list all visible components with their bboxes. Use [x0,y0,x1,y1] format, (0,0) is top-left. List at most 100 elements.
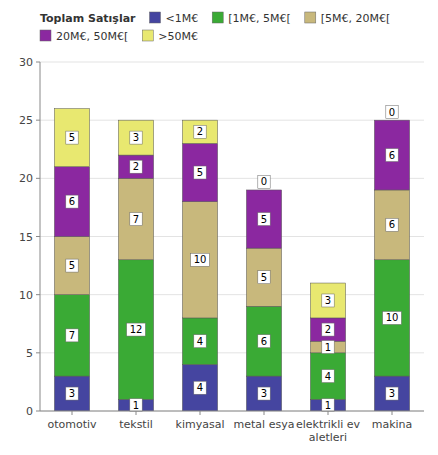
data-label-text: 10 [194,254,207,265]
bar-segment [374,260,409,376]
data-label-text: 6 [389,219,395,230]
bar-segment [374,190,409,260]
data-label-box [322,341,334,354]
data-label-box [386,149,398,162]
data-label: 10 [191,253,210,266]
data-label-text: 3 [389,388,395,399]
x-tick-label-line: tekstil [119,418,153,431]
data-label-text: 7 [133,214,139,225]
data-label: 3 [322,294,334,307]
data-label: 5 [66,259,78,272]
x-tick-label: otomotiv [47,418,97,431]
chart: Toplam Satışlar<1M€[1M€, 5M€[[5M€, 20M€[… [0,0,438,455]
bar-segment [374,120,409,121]
data-label-text: 2 [133,161,139,172]
y-tick [36,236,40,237]
data-label: 7 [130,213,142,226]
y-tick-label: 15 [19,231,33,244]
data-label: 5 [66,131,78,144]
data-label-box [258,335,270,348]
data-label-text: 0 [261,176,267,187]
data-label: 1 [322,399,334,412]
data-label-text: 6 [69,196,75,207]
legend-item: [1M€, 5M€[ [212,12,291,25]
y-tick [36,120,40,121]
legend-label: [1M€, 5M€[ [228,12,291,25]
data-label-box [194,166,206,179]
data-label: 1 [130,399,142,412]
data-label-text: 6 [261,336,267,347]
legend-swatch [40,30,51,41]
data-label-box [66,387,78,400]
data-label: 5 [194,166,206,179]
bar-segment [374,376,409,411]
data-label-box [191,253,210,266]
bar-segment [310,399,345,411]
data-label-box [130,160,142,173]
bars [54,109,409,411]
y-tick-label: 25 [19,114,33,127]
legend-label: [5M€, 20M€[ [321,12,391,25]
bar-segment [246,306,281,376]
x-tick [392,411,393,415]
data-label-text: 5 [261,214,267,225]
x-tick-label-line: kimyasal [176,418,225,431]
data-label: 3 [386,387,398,400]
data-label-box [258,213,270,226]
grid-line [40,178,424,179]
bar-segment [182,202,217,318]
data-label: 4 [322,370,334,383]
y-tick [36,294,40,295]
data-label-text: 4 [197,336,203,347]
data-label-text: 4 [325,371,331,382]
bar-segment [374,120,409,190]
bar-segment [310,341,345,353]
y-axis: 051015202530 [19,56,424,418]
data-label: 7 [66,329,78,342]
data-label-box [194,335,206,348]
x-tick [72,411,73,415]
data-label: 5 [258,271,270,284]
data-label: 6 [66,195,78,208]
data-label-text: 0 [389,107,395,118]
data-labels: 314313712464105710516625526532030 [66,106,402,412]
y-tick-label: 5 [26,347,33,360]
bar-segment [182,120,217,143]
data-label-text: 2 [325,324,331,335]
legend-swatch [142,30,153,41]
legend: Toplam Satışlar<1M€[1M€, 5M€[[5M€, 20M€[… [40,12,390,43]
x-tick [136,411,137,415]
x-tick-label: kimyasal [176,418,225,431]
legend-item: [5M€, 20M€[ [305,12,391,25]
data-label-text: 1 [325,342,331,353]
bar-segment [310,353,345,400]
legend-swatch [212,12,223,23]
bar-segment [54,295,89,376]
grid-line [40,120,424,121]
legend-swatch [305,12,316,23]
data-label-text: 3 [261,388,267,399]
data-label-text: 6 [389,150,395,161]
x-tick [328,411,329,415]
data-label: 3 [258,387,270,400]
data-label-box [127,323,146,336]
x-axis: otomotivtekstilkimyasalmetal esyaelektri… [47,411,412,444]
legend-label: >50M€ [158,30,198,43]
data-label-text: 4 [197,382,203,393]
y-tick-label: 10 [19,289,33,302]
data-label-box [258,271,270,284]
x-tick-label: tekstil [119,418,153,431]
data-label-text: 5 [261,272,267,283]
data-label-box [66,259,78,272]
data-label: 0 [258,175,270,188]
y-axis-line [40,62,41,411]
x-tick-label-line: elektrikli ev [296,418,361,431]
y-tick [36,62,40,63]
data-label-box [322,323,334,336]
data-label: 10 [383,311,402,324]
data-label: 4 [194,335,206,348]
data-label-text: 3 [69,388,75,399]
bar-segment [54,237,89,295]
data-label-box [322,294,334,307]
y-tick-label: 30 [19,56,33,69]
